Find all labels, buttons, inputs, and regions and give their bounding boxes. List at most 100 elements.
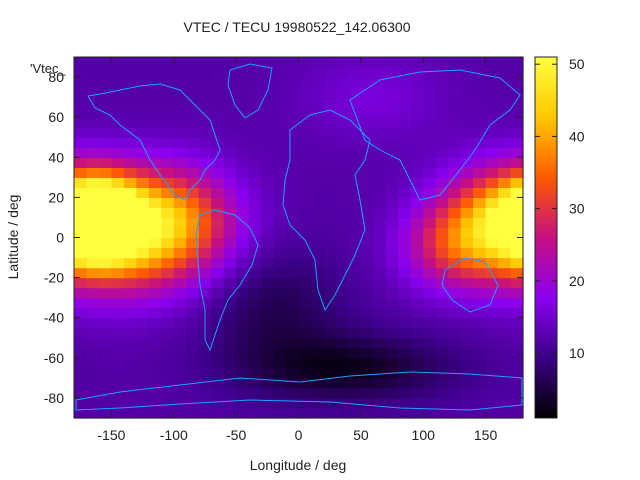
heatmap-cell [198, 147, 212, 158]
heatmap-cell [198, 227, 212, 239]
heatmap-cell [186, 407, 200, 419]
heatmap-cell [173, 327, 187, 339]
heatmap-cell [448, 117, 462, 128]
heatmap-cell [98, 207, 113, 219]
heatmap-cell [111, 167, 125, 178]
heatmap-cell [173, 157, 187, 168]
heatmap-cell [98, 307, 113, 319]
heatmap-cell [286, 67, 300, 78]
heatmap-cell [273, 107, 287, 118]
heatmap-cell [360, 87, 374, 98]
heatmap-cell [148, 167, 162, 178]
heatmap-cell [423, 197, 437, 209]
heatmap-cell [86, 257, 100, 269]
heatmap-cell [460, 67, 474, 78]
heatmap-cell [385, 307, 399, 319]
heatmap-cell [448, 87, 462, 98]
heatmap-cell [348, 337, 362, 349]
heatmap-cell [448, 57, 462, 68]
heatmap-cell [310, 337, 325, 349]
heatmap-cell [448, 297, 462, 309]
heatmap-cell [323, 217, 337, 229]
heatmap-cell [248, 67, 262, 78]
heatmap-cell [261, 357, 275, 369]
heatmap-cell [310, 77, 325, 88]
heatmap-cell [498, 137, 512, 148]
heatmap-cell [498, 87, 512, 98]
heatmap-cell [335, 197, 349, 209]
heatmap-cell [360, 377, 374, 389]
heatmap-cell [74, 367, 88, 379]
heatmap-cell [111, 257, 125, 269]
heatmap-cell [123, 267, 137, 279]
heatmap-cell [298, 307, 312, 319]
heatmap-cell [74, 227, 88, 239]
heatmap-cell [248, 397, 262, 409]
heatmap-cell [273, 197, 287, 209]
heatmap-cell [385, 157, 399, 168]
heatmap-cell [286, 187, 300, 198]
heatmap-cell [86, 57, 100, 68]
heatmap-cell [323, 287, 337, 299]
heatmap-cell [136, 227, 150, 239]
heatmap-cell [298, 227, 312, 239]
heatmap-cell [248, 267, 262, 279]
heatmap-cell [385, 117, 399, 128]
heatmap-cell [173, 107, 187, 118]
heatmap-cell [98, 297, 113, 309]
heatmap-cell [211, 97, 225, 108]
heatmap-cell [335, 377, 349, 389]
heatmap-cell [148, 187, 162, 198]
heatmap-cell [261, 57, 275, 68]
heatmap-cell [398, 267, 412, 279]
heatmap-cell [123, 77, 137, 88]
heatmap-cell [373, 187, 387, 198]
heatmap-cell [86, 207, 100, 219]
heatmap-cell [448, 217, 462, 229]
heatmap-cell [410, 107, 424, 118]
heatmap-cell [223, 337, 237, 349]
heatmap-cell [236, 97, 250, 108]
heatmap-cell [161, 327, 175, 339]
heatmap-cell [198, 87, 212, 98]
heatmap-cell [323, 87, 337, 98]
heatmap-cell [248, 327, 262, 339]
heatmap-cell [485, 147, 499, 158]
colorbar-ticks: 10 20 30 40 50 [535, 56, 585, 361]
heatmap-cell [161, 407, 175, 419]
heatmap-cell [360, 197, 374, 209]
heatmap-cell [348, 277, 362, 289]
heatmap-cell [448, 137, 462, 148]
heatmap-cell [298, 127, 312, 138]
heatmap-cell [323, 227, 337, 239]
heatmap-cell [298, 407, 312, 419]
heatmap-cell [335, 107, 349, 118]
heatmap-cell [335, 87, 349, 98]
heatmap-cell [423, 337, 437, 349]
heatmap-cell [223, 67, 237, 78]
heatmap-cell [423, 177, 437, 188]
heatmap-cell [473, 97, 487, 108]
heatmap-cell [223, 307, 237, 319]
heatmap-cell [310, 407, 325, 419]
heatmap-cell [498, 317, 512, 329]
heatmap-cell [74, 307, 88, 319]
heatmap-cell [398, 87, 412, 98]
heatmap-cell [161, 367, 175, 379]
heatmap-cell [236, 107, 250, 118]
heatmap-cell [98, 257, 113, 269]
heatmap-cell [111, 317, 125, 329]
heatmap-cell [498, 257, 512, 269]
heatmap-cell [248, 127, 262, 138]
heatmap-cell [348, 87, 362, 98]
heatmap-cell [223, 97, 237, 108]
heatmap-cell [423, 217, 437, 229]
heatmap-cell [485, 97, 499, 108]
heatmap-cell [186, 197, 200, 209]
heatmap-cell [86, 387, 100, 399]
heatmap-cell [111, 67, 125, 78]
heatmap-cell [335, 247, 349, 259]
heatmap-cell [348, 377, 362, 389]
heatmap-cell [298, 197, 312, 209]
heatmap-cell [473, 87, 487, 98]
